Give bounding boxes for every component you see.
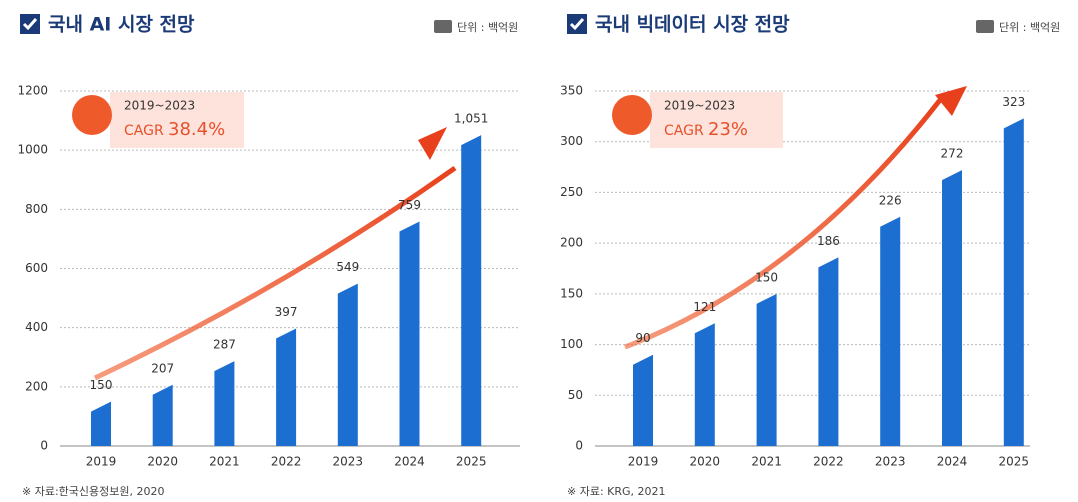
cagr-box bbox=[650, 92, 783, 148]
cagr-box bbox=[110, 92, 244, 148]
y-tick-label: 100 bbox=[560, 337, 583, 351]
bar bbox=[694, 323, 715, 446]
y-tick-label: 0 bbox=[40, 439, 48, 453]
value-label: 121 bbox=[693, 300, 716, 314]
value-label: 226 bbox=[879, 193, 902, 207]
trend-arrow bbox=[93, 165, 457, 381]
x-tick-label: 2024 bbox=[394, 455, 425, 469]
y-tick-label: 300 bbox=[560, 134, 583, 148]
bar bbox=[880, 216, 901, 446]
cagr-value: 38.4% bbox=[168, 119, 225, 140]
bar bbox=[399, 221, 420, 446]
chart-title: 국내 빅데이터 시장 전망 bbox=[595, 14, 790, 36]
cagr-icon bbox=[612, 95, 652, 135]
chart-title: 국내 AI 시장 전망 bbox=[48, 14, 195, 36]
panel-right: 국내 빅데이터 시장 전망 단위 : 백억원 2019~2023 CAGR 23… bbox=[567, 14, 1060, 498]
bar bbox=[818, 257, 839, 446]
x-tick-label: 2025 bbox=[456, 455, 487, 469]
value-label: 549 bbox=[336, 260, 359, 274]
value-label: 323 bbox=[1002, 95, 1025, 109]
x-tick-label: 2019 bbox=[86, 455, 117, 469]
cagr-label: CAGR bbox=[664, 123, 704, 139]
x-tick-label: 2024 bbox=[937, 455, 968, 469]
x-tick-label: 2025 bbox=[999, 455, 1030, 469]
x-tick-label: 2019 bbox=[628, 455, 659, 469]
trend-arrow bbox=[624, 98, 942, 350]
y-tick-label: 800 bbox=[25, 202, 48, 216]
x-tick-label: 2023 bbox=[333, 455, 364, 469]
y-tick-label: 400 bbox=[25, 320, 48, 334]
source: ※ 자료:한국신용정보원, 2020 bbox=[22, 485, 165, 498]
x-tick-label: 2021 bbox=[209, 455, 240, 469]
bar bbox=[1003, 118, 1024, 446]
y-tick-label: 200 bbox=[25, 379, 48, 393]
y-tick-label: 1000 bbox=[17, 143, 48, 157]
y-tick-label: 1200 bbox=[17, 84, 48, 98]
source: ※ 자료: KRG, 2021 bbox=[567, 485, 666, 498]
value-label: 207 bbox=[151, 361, 174, 375]
bar bbox=[461, 135, 482, 446]
bar bbox=[91, 401, 111, 446]
value-label: 759 bbox=[398, 198, 421, 212]
cagr-value: 23% bbox=[708, 119, 748, 140]
y-tick-label: 0 bbox=[575, 439, 583, 453]
value-label: 186 bbox=[817, 234, 840, 248]
cagr-icon bbox=[72, 95, 112, 135]
x-tick-label: 2022 bbox=[813, 455, 844, 469]
bar bbox=[214, 361, 235, 446]
y-tick-label: 200 bbox=[560, 236, 583, 250]
x-tick-label: 2020 bbox=[147, 455, 178, 469]
bar bbox=[633, 354, 653, 446]
check-mark bbox=[569, 18, 585, 31]
cagr-period: 2019~2023 bbox=[664, 99, 735, 113]
y-tick-label: 600 bbox=[25, 261, 48, 275]
panel-left: 국내 AI 시장 전망 단위 : 백억원 2019~2023 CAGR 38.4… bbox=[20, 14, 518, 498]
unit-label: 단위 : 백억원 bbox=[999, 21, 1060, 34]
bar bbox=[942, 170, 962, 446]
x-tick-label: 2021 bbox=[751, 455, 782, 469]
bar bbox=[152, 384, 173, 446]
arrow-head bbox=[418, 127, 447, 160]
y-tick-label: 50 bbox=[568, 388, 583, 402]
y-tick-label: 250 bbox=[560, 185, 583, 199]
y-tick-label: 150 bbox=[560, 286, 583, 300]
value-label: 287 bbox=[213, 338, 236, 352]
value-label: 272 bbox=[941, 147, 964, 161]
bar bbox=[337, 283, 358, 446]
x-tick-label: 2020 bbox=[690, 455, 721, 469]
value-label: 90 bbox=[635, 331, 650, 345]
arrow-head bbox=[935, 86, 967, 116]
bar bbox=[756, 293, 777, 446]
unit-icon bbox=[434, 20, 452, 33]
bar bbox=[276, 328, 297, 446]
unit-label: 단위 : 백억원 bbox=[457, 21, 518, 34]
y-tick-label: 350 bbox=[560, 84, 583, 98]
check-mark bbox=[22, 18, 38, 31]
unit-icon bbox=[976, 20, 994, 33]
cagr-label: CAGR bbox=[124, 123, 164, 139]
x-tick-label: 2023 bbox=[875, 455, 906, 469]
value-label: 397 bbox=[275, 305, 298, 319]
cagr-period: 2019~2023 bbox=[124, 99, 195, 113]
value-label: 1,051 bbox=[454, 112, 488, 126]
value-label: 150 bbox=[755, 270, 778, 284]
x-tick-label: 2022 bbox=[271, 455, 302, 469]
value-label: 150 bbox=[90, 378, 113, 392]
